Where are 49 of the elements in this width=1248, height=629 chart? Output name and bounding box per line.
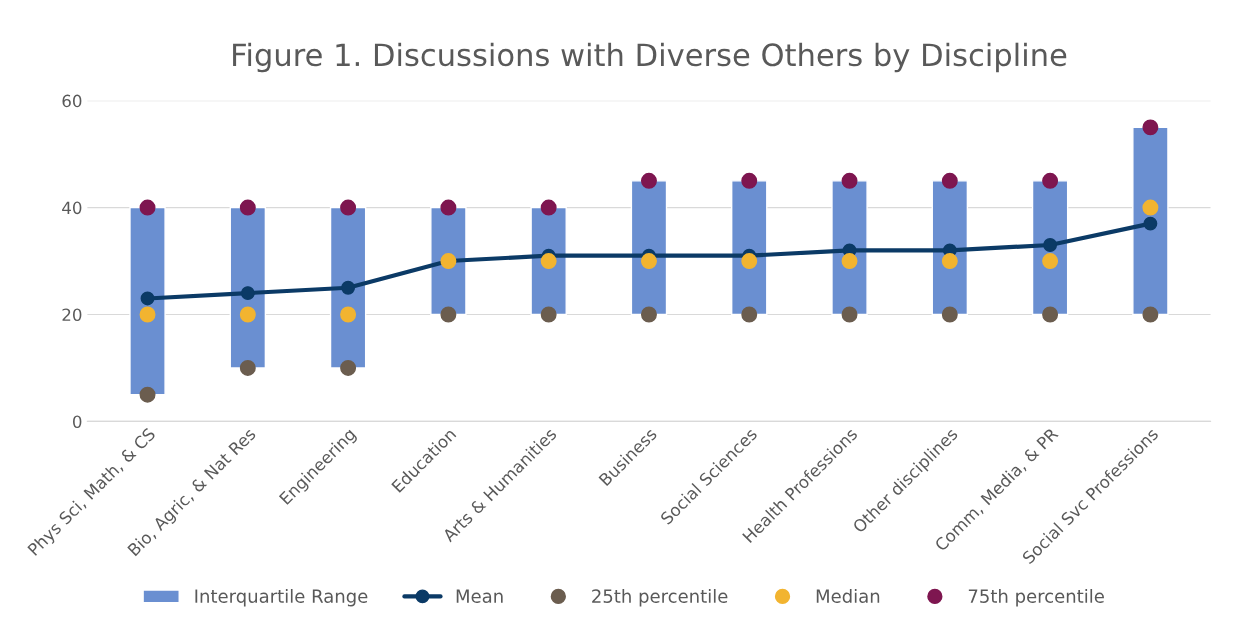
point [741,172,758,189]
point [640,172,657,189]
point [540,199,557,216]
point [340,359,357,376]
y-tick-label: 40 [62,201,82,215]
point [1142,199,1159,216]
point [1043,238,1058,252]
point [941,172,958,189]
point [139,306,156,323]
bar [1132,126,1169,316]
point [239,199,256,216]
point [341,280,356,295]
point [1042,172,1059,189]
point [841,253,858,270]
point [941,253,958,270]
legend-label: Mean [456,589,503,603]
point [1042,253,1059,270]
y-tick-label: 0 [72,415,82,428]
point [139,386,156,403]
bar [129,206,166,396]
point [139,199,156,216]
point [440,199,457,216]
point [440,306,457,323]
legend-label: Interquartile Range [195,588,368,607]
point [841,172,858,189]
point [741,306,758,323]
point [340,199,357,216]
point [540,253,557,270]
point [239,306,256,323]
point [1142,119,1159,136]
point [340,306,357,323]
point [240,286,255,301]
point [941,306,958,323]
y-tick-label: 20 [62,308,82,322]
point [1143,216,1158,231]
point [640,253,657,270]
point [1142,306,1159,323]
point [741,253,758,270]
point [1042,306,1059,323]
y-tick-label: 60 [62,94,82,108]
legend-label: 25th percentile [592,588,728,607]
legend-label: 75th percentile [968,588,1104,607]
legend-label: Median [816,588,880,603]
point [239,359,256,376]
point [640,306,657,323]
chart-title: Figure 1. Discussions with Diverse Others by Discipline [233,42,1067,73]
point [841,306,858,323]
point [540,306,557,323]
point [140,291,155,306]
